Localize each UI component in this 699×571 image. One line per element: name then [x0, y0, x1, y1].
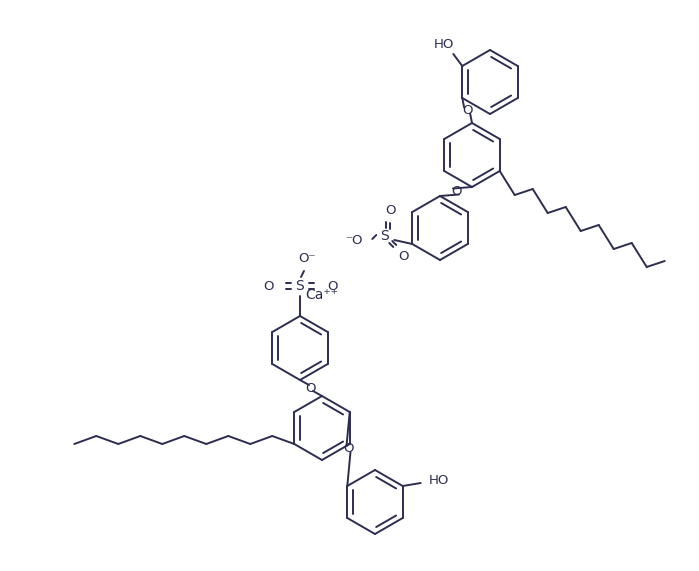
Text: HO: HO [428, 475, 449, 488]
Text: O⁻: O⁻ [298, 251, 316, 264]
Text: S: S [380, 229, 389, 243]
Text: ⁻O: ⁻O [345, 234, 363, 247]
Text: Ca⁺⁺: Ca⁺⁺ [305, 288, 338, 302]
Text: O: O [343, 443, 354, 456]
Text: HO: HO [434, 38, 454, 51]
Text: O: O [398, 250, 408, 263]
Text: O: O [326, 279, 337, 292]
Text: O: O [305, 381, 316, 395]
Text: O: O [385, 203, 396, 216]
Text: O: O [462, 104, 473, 117]
Text: O: O [451, 185, 461, 198]
Text: S: S [296, 279, 304, 293]
Text: O: O [263, 279, 273, 292]
